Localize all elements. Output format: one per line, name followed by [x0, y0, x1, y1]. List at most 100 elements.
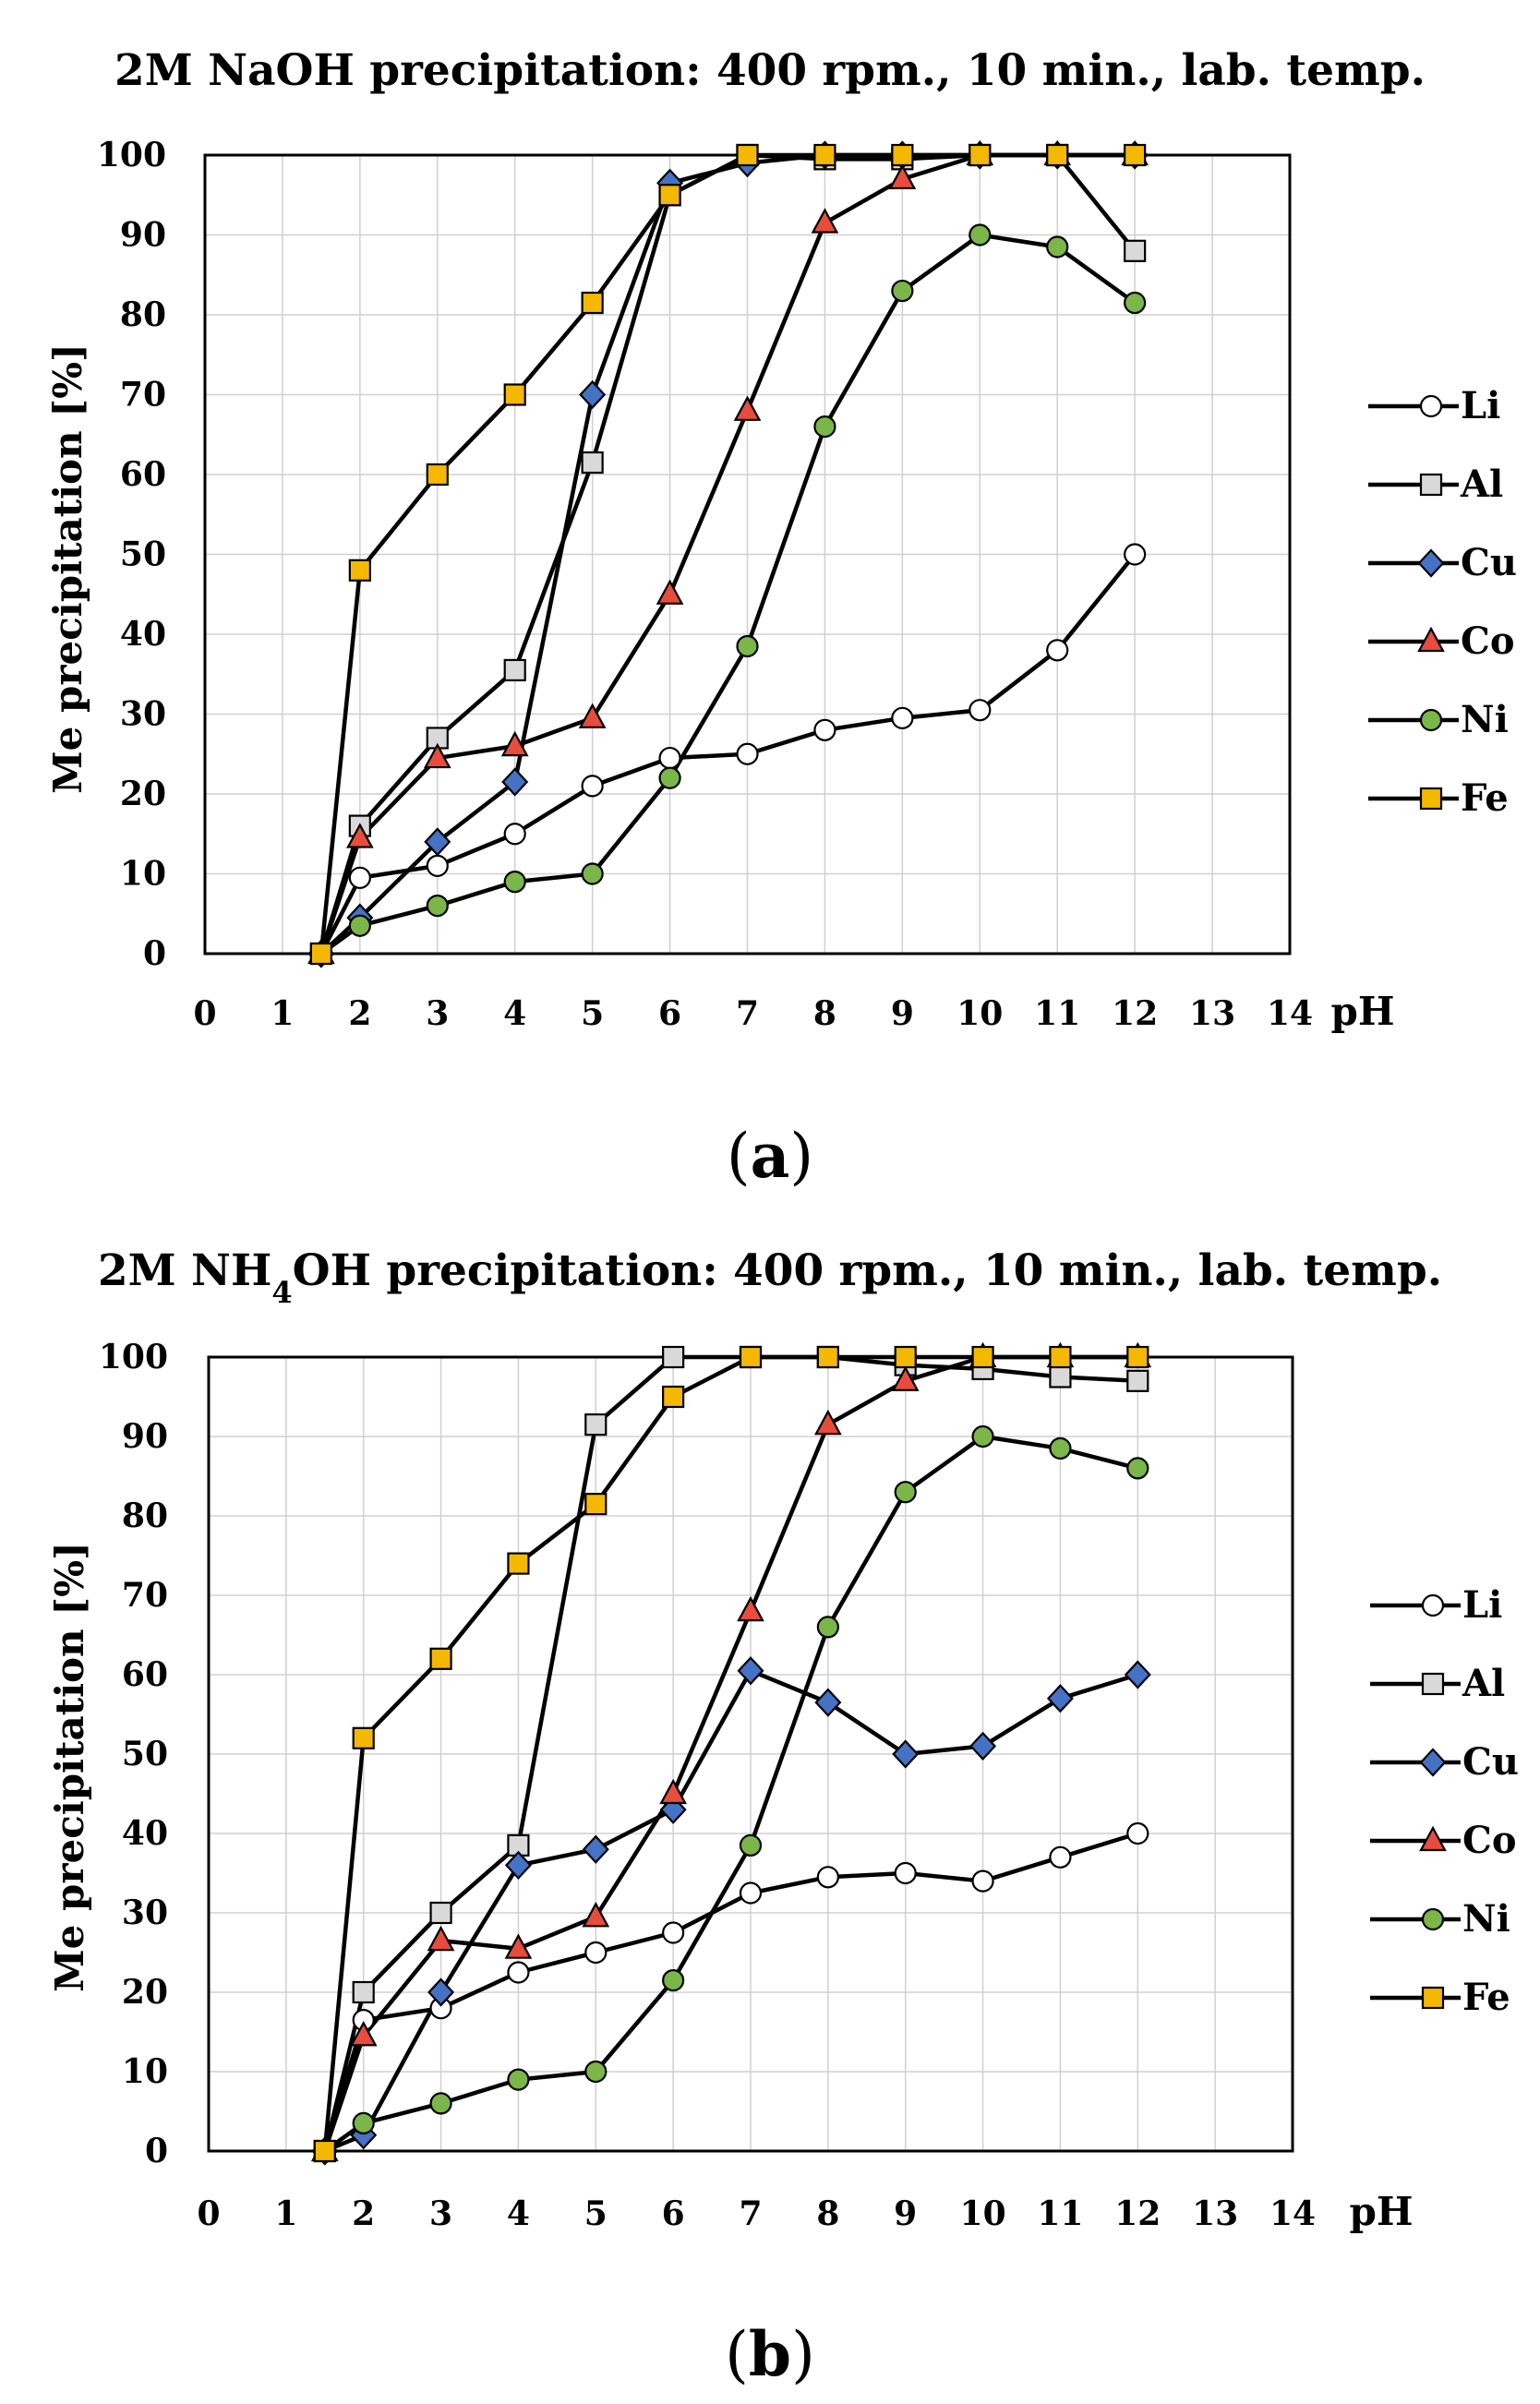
data-point-fe [1126, 1345, 1149, 1369]
x-tick-label: 5 [584, 2194, 608, 2233]
series-markers-co [310, 1341, 1152, 2162]
x-tick-label: 5 [581, 994, 604, 1033]
data-point-li [1124, 543, 1147, 566]
data-point-fe [969, 143, 992, 167]
x-tick-label: 12 [1112, 994, 1158, 1033]
data-point-cu [579, 379, 607, 410]
y-tick-label: 10 [120, 855, 166, 894]
data-point-fe [426, 463, 449, 487]
data-point-li [739, 1881, 763, 1905]
x-tick-label: 3 [429, 2194, 452, 2233]
x-tick-label: 7 [739, 2194, 762, 2233]
data-point-ni [894, 1481, 917, 1504]
x-tick-label: 4 [507, 2194, 530, 2233]
data-point-li [894, 1861, 917, 1885]
x-tick-label: 8 [813, 994, 836, 1033]
chart-b-title-part2: OH precipitation: 400 rpm., 10 min., lab… [293, 1245, 1442, 1296]
data-point-co [500, 730, 529, 757]
y-tick-label: 20 [122, 1973, 168, 2012]
series-markers-fe [313, 1345, 1149, 2163]
series-markers-ni [313, 1424, 1149, 2163]
x-tick-label: 1 [274, 2194, 297, 2233]
data-point-fe [736, 143, 759, 167]
data-point-li [581, 775, 604, 798]
data-point-fe [584, 1492, 608, 1516]
legend-marker [1421, 1593, 1445, 1617]
data-point-co [349, 2020, 378, 2047]
series-line-ni [323, 1434, 1138, 2153]
y-tick-label: 30 [120, 695, 166, 734]
data-point-li [662, 1921, 685, 1944]
legend-item-co: Co [1368, 619, 1515, 663]
data-point-fe [816, 1345, 839, 1369]
data-point-co [659, 1778, 687, 1805]
data-point-ni [816, 1616, 839, 1639]
legend-marker [1419, 473, 1443, 497]
data-point-fe [1049, 1345, 1072, 1369]
panel-a-letter: a [751, 1120, 790, 1192]
y-tick-label: 80 [122, 1496, 168, 1535]
data-point-li [503, 823, 526, 846]
data-point-ni [1049, 1436, 1072, 1460]
chart-a: 2M NaOH precipitation: 400 rpm., 10 min.… [45, 45, 1517, 1192]
y-tick-label: 40 [120, 615, 166, 654]
data-point-ni [584, 2060, 608, 2084]
data-point-al [1126, 1369, 1149, 1392]
data-point-al [429, 1901, 452, 1925]
x-tick-label: 0 [193, 994, 216, 1033]
data-point-fe [429, 1647, 452, 1670]
data-point-li [658, 746, 681, 770]
chart-a-ylabel: Me precipitation [%] [45, 343, 90, 794]
chart-b-legend: Li Al Cu Co Ni Fe [1370, 1583, 1519, 2019]
data-point-al [584, 1412, 608, 1436]
series-line-cu [323, 1668, 1138, 2154]
legend-marker [1419, 708, 1443, 732]
data-point-cu [737, 1656, 764, 1686]
data-point-fe [313, 2139, 336, 2163]
series-line-ni [319, 233, 1137, 956]
x-tick-label: 7 [736, 994, 759, 1033]
chart-a-ticks: 0 1 2 3 4 5 6 7 8 9 10 11 12 13 1401020304050607080901… [97, 136, 1313, 1033]
data-point-ni [1124, 291, 1147, 315]
data-point-ni [1046, 235, 1069, 258]
legend-marker [1421, 1986, 1445, 2010]
data-point-al [503, 658, 526, 682]
data-point-co [737, 1595, 764, 1622]
legend-label: Co [1461, 619, 1515, 663]
data-point-fe [352, 1726, 375, 1749]
data-point-li [584, 1941, 608, 1965]
y-tick-label: 30 [122, 1893, 168, 1932]
data-point-li [971, 1869, 994, 1893]
data-point-ni [658, 766, 681, 789]
data-point-ni [969, 223, 992, 246]
legend-item-co: Co [1370, 1819, 1517, 1862]
y-tick-label: 60 [122, 1655, 168, 1694]
series-line-fe [322, 1354, 1138, 2152]
data-point-al [1124, 239, 1147, 262]
legend-label: Cu [1462, 1740, 1519, 1784]
data-point-fe [662, 1385, 685, 1409]
data-point-co [582, 1901, 610, 1928]
x-tick-label: 4 [503, 994, 526, 1033]
series-line-li [319, 553, 1137, 956]
data-point-co [814, 1409, 842, 1436]
x-tick-label: 10 [960, 2194, 1006, 2233]
legend-item-fe: Fe [1370, 1976, 1510, 2019]
chart-a-legend: Li Al Cu Co Ni Fe [1368, 384, 1517, 820]
data-point-fe [891, 143, 914, 167]
data-point-ni [1126, 1457, 1149, 1480]
data-point-cu [582, 1834, 609, 1864]
chart-b-series [310, 1341, 1152, 2166]
legend-marker [1417, 548, 1445, 578]
y-tick-label: 20 [120, 775, 166, 813]
legend-label: Li [1462, 1583, 1502, 1627]
data-point-co [346, 823, 374, 848]
data-point-ni [736, 634, 759, 658]
panel-a-label: (a) [727, 1120, 813, 1192]
data-point-al [662, 1345, 685, 1369]
legend-marker [1421, 1907, 1445, 1931]
data-point-ni [507, 2068, 530, 2091]
series-markers-ni [309, 223, 1147, 966]
data-point-co [811, 208, 839, 234]
